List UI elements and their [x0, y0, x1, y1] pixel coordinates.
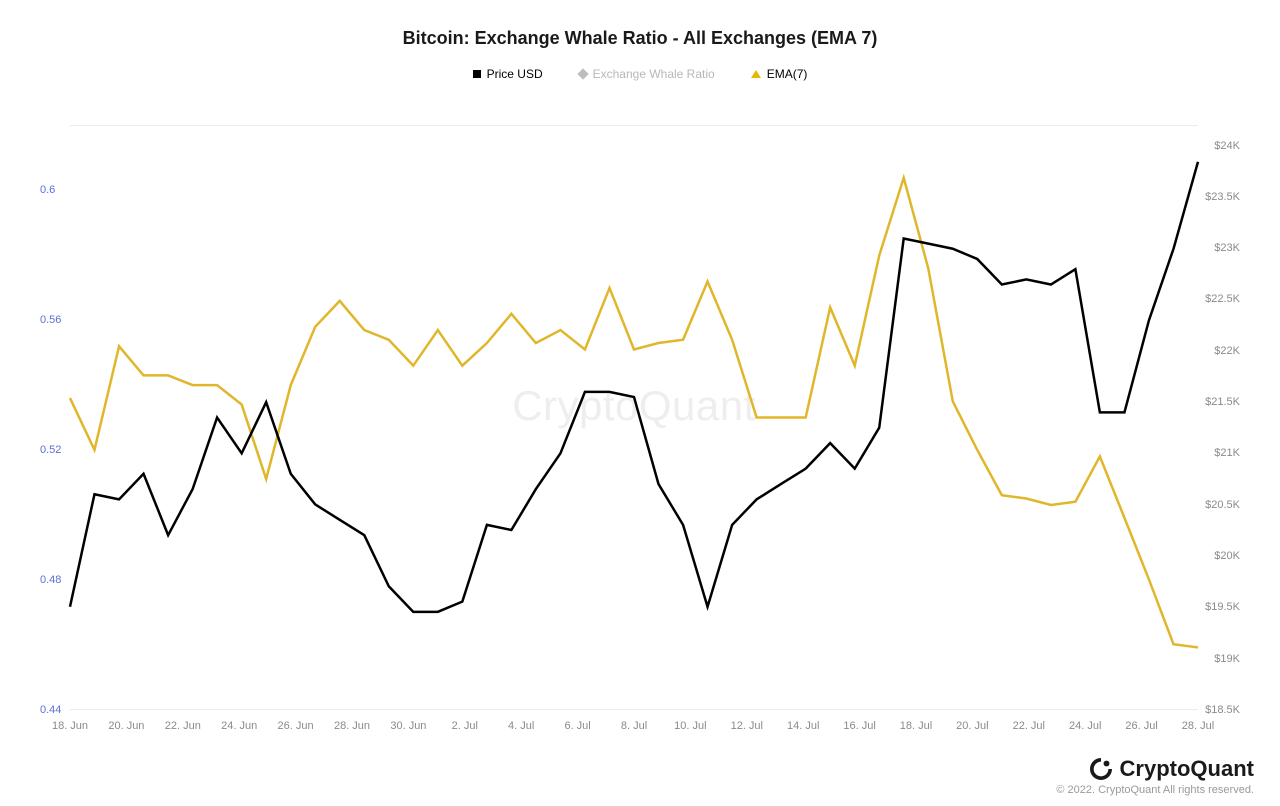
- axis-x-tick: 24. Jun: [221, 720, 257, 732]
- legend-item-ema: EMA(7): [751, 67, 808, 81]
- axis-x-tick: 14. Jul: [787, 720, 819, 732]
- axis-right-tick: $19K: [1214, 653, 1240, 665]
- axis-left-tick: 0.56: [40, 314, 61, 326]
- axis-left-tick: 0.48: [40, 574, 61, 586]
- axis-right-tick: $23.5K: [1205, 191, 1240, 203]
- axis-x-tick: 6. Jul: [564, 720, 590, 732]
- axis-right-tick: $20.5K: [1205, 499, 1240, 511]
- axis-x-tick: 18. Jun: [52, 720, 88, 732]
- diamond-icon: [577, 68, 588, 79]
- axis-right-tick: $20K: [1214, 550, 1240, 562]
- axis-right-tick: $21K: [1214, 447, 1240, 459]
- plot-area: CryptoQuant: [70, 125, 1198, 710]
- axis-right-tick: $22.5K: [1205, 293, 1240, 305]
- axis-x-tick: 12. Jul: [731, 720, 763, 732]
- axis-x-tick: 28. Jun: [334, 720, 370, 732]
- axis-x-tick: 2. Jul: [452, 720, 478, 732]
- legend-label-ema: EMA(7): [767, 67, 808, 81]
- brand-name: CryptoQuant: [1120, 756, 1254, 782]
- axis-x-tick: 10. Jul: [674, 720, 706, 732]
- axis-x-tick: 4. Jul: [508, 720, 534, 732]
- line-ema: [70, 178, 1198, 648]
- line-price: [70, 162, 1198, 612]
- legend-item-price: Price USD: [473, 67, 543, 81]
- axis-x-tick: 26. Jul: [1125, 720, 1157, 732]
- legend-label-whale: Exchange Whale Ratio: [593, 67, 715, 81]
- legend-label-price: Price USD: [487, 67, 543, 81]
- brand-icon: [1090, 758, 1112, 780]
- axis-right-tick: $18.5K: [1205, 704, 1240, 716]
- axis-x-tick: 24. Jul: [1069, 720, 1101, 732]
- brand: CryptoQuant: [1056, 756, 1254, 782]
- triangle-icon: [751, 70, 761, 78]
- axis-x-tick: 22. Jul: [1013, 720, 1045, 732]
- chart-container: CryptoQuant 0.44 0.48 0.52 0.56 0.6 $18.5K $1…: [40, 125, 1240, 738]
- axis-x-tick: 18. Jul: [900, 720, 932, 732]
- axis-x-tick: 22. Jun: [165, 720, 201, 732]
- legend-item-whale-ratio: Exchange Whale Ratio: [579, 67, 715, 81]
- footer: CryptoQuant © 2022. CryptoQuant All righ…: [1056, 756, 1254, 796]
- legend: Price USD Exchange Whale Ratio EMA(7): [0, 67, 1280, 81]
- axis-x-tick: 20. Jun: [108, 720, 144, 732]
- axis-right-tick: $19.5K: [1205, 601, 1240, 613]
- axis-x-tick: 16. Jul: [843, 720, 875, 732]
- axis-x-tick: 20. Jul: [956, 720, 988, 732]
- axis-right-tick: $21.5K: [1205, 396, 1240, 408]
- axis-x-tick: 28. Jul: [1182, 720, 1214, 732]
- axis-left-tick: 0.52: [40, 444, 61, 456]
- axis-x-tick: 30. Jun: [390, 720, 426, 732]
- chart-lines: [70, 126, 1198, 709]
- axis-right-tick: $24K: [1214, 140, 1240, 152]
- axis-x-tick: 8. Jul: [621, 720, 647, 732]
- copyright: © 2022. CryptoQuant All rights reserved.: [1056, 784, 1254, 796]
- axis-right-tick: $23K: [1214, 242, 1240, 254]
- axis-right-tick: $22K: [1214, 345, 1240, 357]
- axis-left-tick: 0.6: [40, 184, 55, 196]
- axis-x-tick: 26. Jun: [278, 720, 314, 732]
- square-icon: [473, 70, 481, 78]
- axis-left-tick: 0.44: [40, 704, 61, 716]
- chart-title: Bitcoin: Exchange Whale Ratio - All Exch…: [0, 0, 1280, 49]
